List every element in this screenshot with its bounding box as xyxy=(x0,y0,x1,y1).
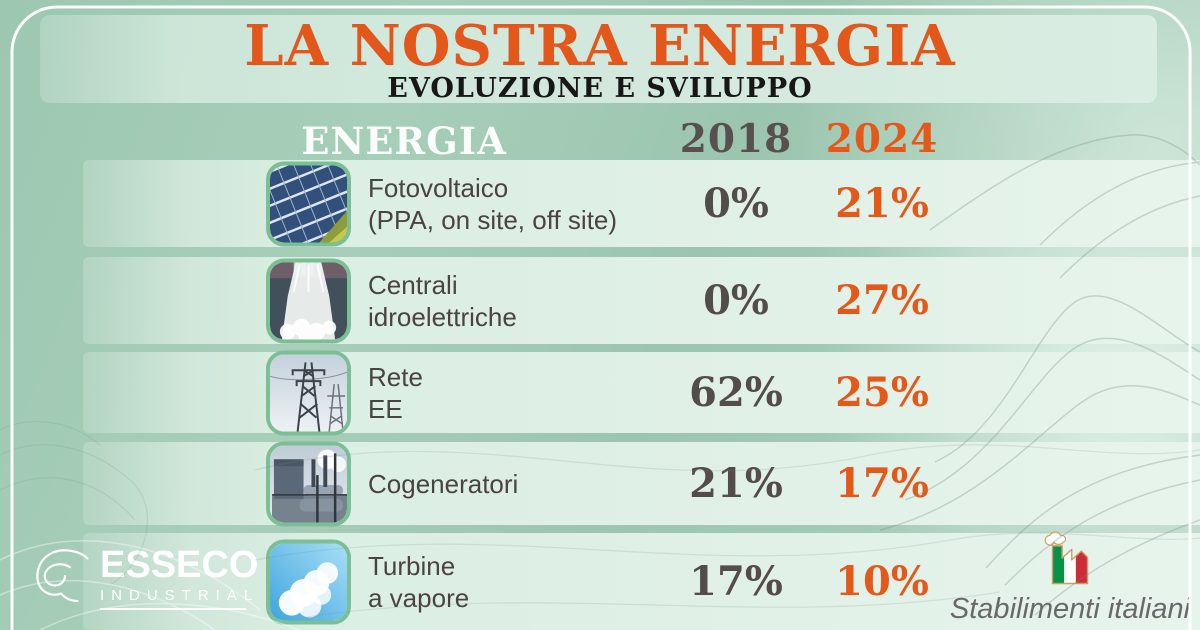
row-label-line2: a vapore xyxy=(368,582,470,613)
page-subtitle: EVOLUZIONE E SVILUPPO xyxy=(387,73,813,104)
row-label-line2: EE xyxy=(368,393,403,424)
table-row: Cogeneratori 21% 17% xyxy=(0,441,1200,526)
row-label-line1: Centrali xyxy=(368,269,458,300)
italian-flag-factory-icon xyxy=(1042,531,1098,591)
steam-clouds-icon xyxy=(266,539,351,624)
italian-plants-badge: Stabilimenti italiani xyxy=(940,531,1200,626)
row-label-line1: Cogeneratori xyxy=(368,468,519,499)
row-label: Turbine a vapore xyxy=(368,533,469,630)
row-label: Rete EE xyxy=(368,352,423,433)
row-label-line1: Fotovoltaico xyxy=(368,172,509,203)
row-label: Cogeneratori xyxy=(368,442,518,525)
esseco-name: ESSECO xyxy=(100,544,259,586)
column-header-energia: ENERGIA xyxy=(301,119,507,163)
row-band xyxy=(83,442,1200,525)
row-label-line1: Turbine xyxy=(368,550,456,581)
badge-caption: Stabilimenti italiani xyxy=(949,593,1191,625)
table-row: Fotovoltaico (PPA, on site, off site) 0%… xyxy=(0,160,1200,247)
row-label-line2: idroelettriche xyxy=(368,301,517,332)
value-2024: 17% xyxy=(835,460,929,507)
value-2018: 62% xyxy=(689,369,783,416)
esseco-e-mark-icon xyxy=(32,546,98,611)
value-2024: 27% xyxy=(835,277,929,324)
cogeneration-plant-icon xyxy=(266,441,351,526)
table-row: Rete EE 62% 25% xyxy=(0,350,1200,435)
esseco-subname: INDUSTRIAL xyxy=(100,587,260,604)
column-header-2024: 2024 xyxy=(825,116,939,162)
solar-panels-icon xyxy=(266,161,351,246)
row-label-line2: (PPA, on site, off site) xyxy=(368,204,618,235)
row-label: Fotovoltaico (PPA, on site, off site) xyxy=(368,160,617,247)
page-title: LA NOSTRA ENERGIA xyxy=(244,13,956,79)
esseco-logo: ESSECO INDUSTRIAL xyxy=(32,546,259,611)
value-2018: 17% xyxy=(689,558,783,605)
row-band xyxy=(83,160,1200,247)
row-label: Centrali idroelettriche xyxy=(368,257,517,344)
table-row: Centrali idroelettriche 0% 27% xyxy=(0,257,1200,344)
row-band xyxy=(83,352,1200,433)
electric-grid-pylons-icon xyxy=(266,350,351,435)
row-label-line1: Rete xyxy=(368,361,423,392)
row-band xyxy=(83,257,1200,344)
column-header-2018: 2018 xyxy=(679,116,793,162)
value-2024: 21% xyxy=(835,180,929,227)
value-2024: 25% xyxy=(835,369,929,416)
esseco-underline xyxy=(100,608,246,610)
value-2018: 0% xyxy=(703,180,769,227)
value-2018: 21% xyxy=(689,460,783,507)
esseco-wordmark: ESSECO INDUSTRIAL xyxy=(100,546,259,610)
hydroelectric-dam-icon xyxy=(266,258,351,343)
value-2018: 0% xyxy=(703,277,769,324)
